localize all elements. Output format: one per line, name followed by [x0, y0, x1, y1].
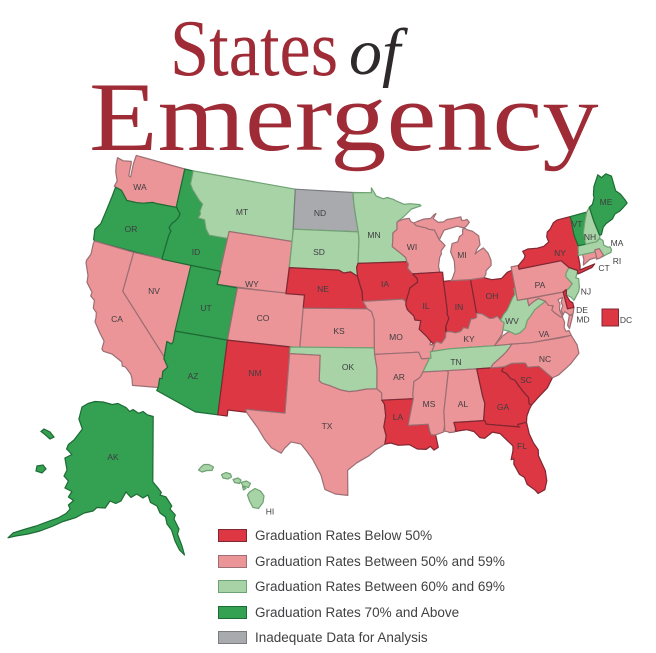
svg-text:NV: NV [148, 286, 160, 296]
svg-text:CO: CO [257, 313, 270, 323]
svg-text:MN: MN [367, 230, 380, 240]
svg-text:FL: FL [517, 441, 527, 451]
svg-text:LA: LA [393, 412, 404, 422]
svg-text:RI: RI [613, 256, 622, 266]
svg-text:SD: SD [313, 247, 325, 257]
svg-text:DC: DC [620, 315, 632, 325]
svg-text:OR: OR [125, 224, 138, 234]
svg-text:GA: GA [497, 402, 510, 412]
svg-text:ID: ID [192, 247, 201, 257]
svg-text:MS: MS [423, 399, 436, 409]
svg-text:CT: CT [598, 263, 609, 273]
svg-text:WY: WY [245, 279, 259, 289]
svg-text:KY: KY [463, 334, 475, 344]
svg-text:NM: NM [248, 368, 261, 378]
svg-text:MI: MI [457, 250, 466, 260]
svg-text:NC: NC [539, 354, 551, 364]
svg-text:HI: HI [266, 507, 275, 517]
svg-text:IL: IL [422, 301, 429, 311]
svg-text:NE: NE [317, 284, 329, 294]
svg-text:MD: MD [576, 315, 589, 325]
svg-text:TX: TX [322, 421, 333, 431]
svg-text:WI: WI [407, 242, 417, 252]
svg-text:OH: OH [486, 291, 499, 301]
svg-text:VA: VA [539, 329, 550, 339]
svg-text:UT: UT [200, 303, 211, 313]
svg-text:VT: VT [572, 219, 583, 229]
svg-text:ME: ME [600, 197, 613, 207]
svg-text:NH: NH [584, 232, 596, 242]
svg-text:NY: NY [554, 248, 566, 258]
svg-text:MO: MO [389, 332, 403, 342]
svg-text:ND: ND [314, 208, 326, 218]
svg-text:OK: OK [342, 362, 355, 372]
svg-text:IA: IA [381, 279, 389, 289]
svg-text:AK: AK [107, 452, 119, 462]
svg-text:MT: MT [236, 207, 248, 217]
svg-text:SC: SC [520, 375, 532, 385]
svg-text:PA: PA [535, 280, 546, 290]
svg-text:TN: TN [450, 357, 461, 367]
svg-text:AZ: AZ [188, 371, 199, 381]
svg-text:WA: WA [133, 182, 147, 192]
svg-text:KS: KS [333, 326, 345, 336]
svg-text:NJ: NJ [581, 287, 591, 297]
svg-text:IN: IN [455, 302, 464, 312]
svg-text:AR: AR [393, 372, 405, 382]
svg-text:MA: MA [611, 238, 624, 248]
svg-text:CA: CA [111, 314, 123, 324]
svg-text:WV: WV [505, 316, 519, 326]
svg-text:AL: AL [458, 399, 469, 409]
svg-text:DE: DE [576, 305, 588, 315]
